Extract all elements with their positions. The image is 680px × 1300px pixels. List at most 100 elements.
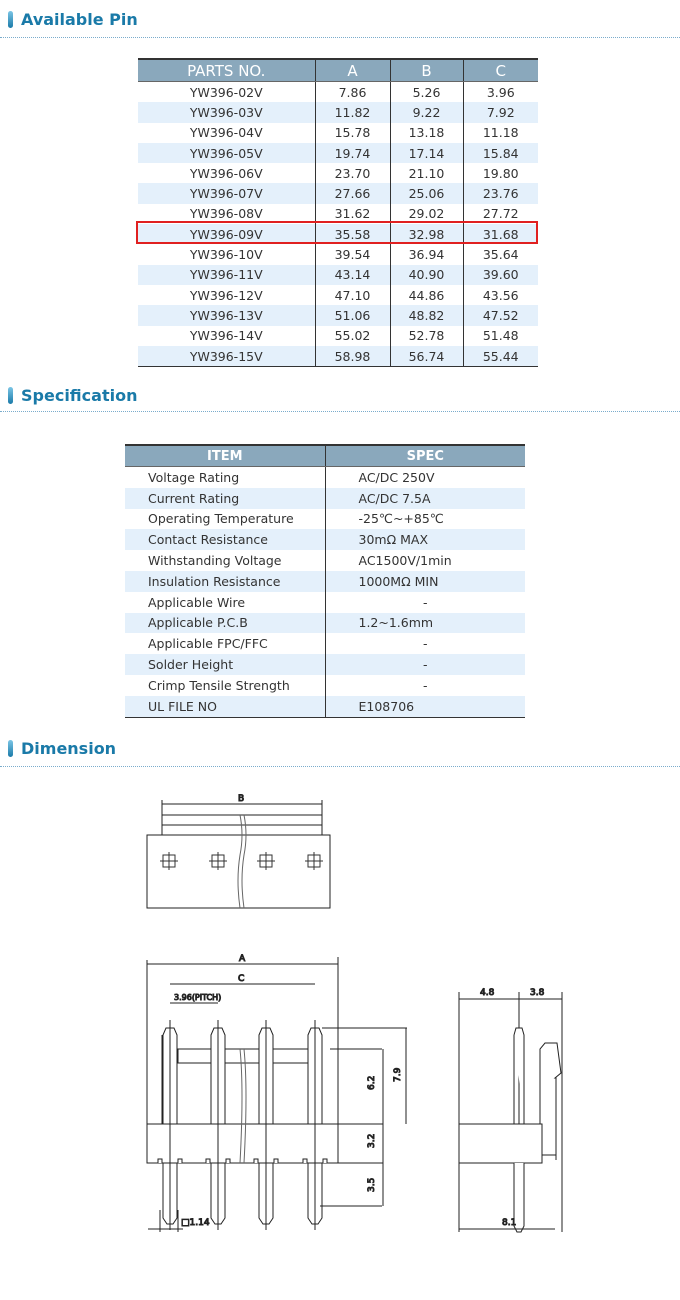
- part-number-cell: YW396-03V: [138, 102, 315, 123]
- spec-item: Operating Temperature: [148, 511, 294, 527]
- dim-3-2-label: 3.2: [367, 1134, 377, 1148]
- pin: [157, 1020, 183, 1230]
- dimension-cell: 11.82: [314, 102, 390, 123]
- dimension-cell: 55.44: [462, 345, 538, 368]
- heading-text: Dimension: [21, 739, 117, 758]
- dimension-cell: 13.18: [389, 122, 463, 143]
- table-row: Voltage Rating AC/DC 250V: [125, 466, 525, 488]
- dimension-cell: 56.74: [389, 345, 463, 368]
- table-row: YW396-04V 15.78 13.18 11.18: [138, 122, 538, 143]
- dimension-cell: 19.74: [314, 142, 390, 164]
- table-row: Operating Temperature -25℃~+85℃: [125, 508, 525, 530]
- dim-a-label: A: [239, 954, 246, 964]
- dimension-cell: 39.54: [314, 244, 390, 265]
- table-row: Applicable FPC/FFC -: [125, 633, 525, 655]
- dimension-cell: 29.02: [389, 203, 463, 225]
- highlight-box: [136, 221, 538, 244]
- dimension-cell: 25.06: [389, 183, 463, 204]
- part-number-cell: YW396-06V: [189, 165, 263, 181]
- table-row: Solder Height -: [125, 654, 525, 675]
- dimension-cell: 19.80: [462, 163, 538, 184]
- dimension-cell: 43.56: [462, 284, 538, 306]
- dimension-cell: 47.52: [462, 305, 538, 326]
- table-row: Crimp Tensile Strength -: [125, 674, 525, 696]
- spec-value: AC1500V/1min: [324, 550, 525, 571]
- table-row: YW396-02V 7.86 5.26 3.96: [138, 81, 538, 103]
- specification-table: ITEM SPEC Voltage Rating AC/DC 250V Current …: [125, 444, 525, 718]
- spec-item: Insulation Resistance: [125, 570, 325, 592]
- spec-item: Withstanding Voltage: [148, 553, 282, 569]
- table-row: YW396-10V 39.54 36.94 35.64: [138, 244, 538, 265]
- table-row: Current Rating AC/DC 7.5A: [125, 487, 525, 509]
- table-row: YW396-05V 19.74 17.14 15.84: [138, 142, 538, 164]
- table-row: Withstanding Voltage AC1500V/1min: [125, 550, 525, 571]
- dimension-cell: 23.76: [462, 183, 538, 204]
- pin: [302, 1020, 328, 1230]
- pin: [253, 1020, 279, 1230]
- table-row: YW396-08V 31.62 29.02 27.72: [138, 203, 538, 225]
- part-number-cell: YW396-11V: [138, 264, 315, 285]
- available-pin-table: PARTS NO. A B C YW396-02V 7.86 5.26 3.96 YW396-0…: [138, 58, 538, 368]
- dimension-cell: 51.48: [462, 325, 538, 346]
- dimension-cell: 7.86: [314, 81, 390, 103]
- table-row: YW396-15V 58.98 56.74 55.44: [138, 345, 538, 368]
- heading-bullet-icon: [8, 740, 13, 757]
- part-number-cell: YW396-13V: [138, 305, 315, 326]
- spec-item: Voltage Rating: [148, 469, 240, 485]
- section-dimension: Dimension: [8, 739, 116, 758]
- divider: [0, 766, 680, 767]
- table-row: YW396-07V 27.66 25.06 23.76: [138, 183, 538, 204]
- dimension-cell: 51.06: [314, 305, 390, 326]
- pin: [205, 1020, 231, 1230]
- spec-item: UL FILE NO: [125, 695, 325, 718]
- spec-value: 1.2~1.6mm: [324, 612, 525, 634]
- table-row: Applicable P.C.B 1.2~1.6mm: [125, 612, 525, 634]
- column-header: B: [389, 58, 463, 82]
- dimension-cell: 15.84: [462, 142, 538, 164]
- part-number-cell: YW396-02V: [189, 84, 263, 100]
- dimension-cell: 44.86: [389, 284, 463, 306]
- dimension-cell: 39.60: [462, 264, 538, 285]
- dimension-cell: 32.98: [389, 224, 463, 245]
- dim-b-label: B: [238, 794, 244, 804]
- part-number-cell: YW396-12V: [189, 287, 263, 303]
- table-row: YW396-06V 23.70 21.10 19.80: [138, 163, 538, 184]
- dimension-cell: 31.62: [314, 203, 390, 225]
- dimension-cell: 15.78: [314, 122, 390, 143]
- dim-7-9-label: 7.9: [393, 1067, 403, 1082]
- part-number-cell: YW396-07V: [138, 183, 315, 204]
- dimension-cell: 5.26: [389, 81, 463, 103]
- spec-item: Solder Height: [125, 654, 325, 675]
- table-row: UL FILE NO E108706: [125, 695, 525, 718]
- part-number-cell: YW396-09V: [138, 224, 315, 245]
- spec-item: Contact Resistance: [125, 529, 325, 551]
- dim-8-1-label: 8.1: [502, 1218, 516, 1228]
- section-specification: Specification: [8, 386, 137, 405]
- part-number-cell: YW396-10V: [189, 247, 263, 263]
- dimension-cell: 27.66: [314, 183, 390, 204]
- dimension-cell: 3.96: [462, 81, 538, 103]
- part-number-cell: YW396-04V: [189, 125, 263, 141]
- part-number-cell: YW396-08V: [189, 206, 263, 222]
- dimension-cell: 9.22: [389, 102, 463, 123]
- dimension-cell: 27.72: [462, 203, 538, 225]
- pitch-label: 3.96(PITCH): [174, 993, 221, 1002]
- dimension-cell: 7.92: [462, 102, 538, 123]
- section-available-pin: Available Pin: [8, 10, 138, 29]
- part-number-cell: YW396-05V: [138, 142, 315, 164]
- spec-item: Applicable P.C.B: [125, 612, 325, 634]
- table-row: YW396-14V 55.02 52.78 51.48: [138, 325, 538, 346]
- heading-bullet-icon: [8, 11, 13, 28]
- heading-text: Specification: [21, 386, 138, 405]
- dim-3-8-label: 3.8: [530, 988, 545, 998]
- dimension-cell: 35.58: [314, 224, 390, 245]
- table-row: Applicable Wire -: [125, 591, 525, 613]
- spec-value: -: [324, 633, 525, 655]
- spec-value: -: [324, 654, 525, 675]
- column-header: C: [462, 58, 538, 82]
- table-row: Contact Resistance 30mΩ MAX: [125, 529, 525, 551]
- spec-item: Current Rating: [125, 487, 325, 509]
- spec-value: 30mΩ MAX: [324, 529, 525, 551]
- top-view: B: [146, 794, 331, 909]
